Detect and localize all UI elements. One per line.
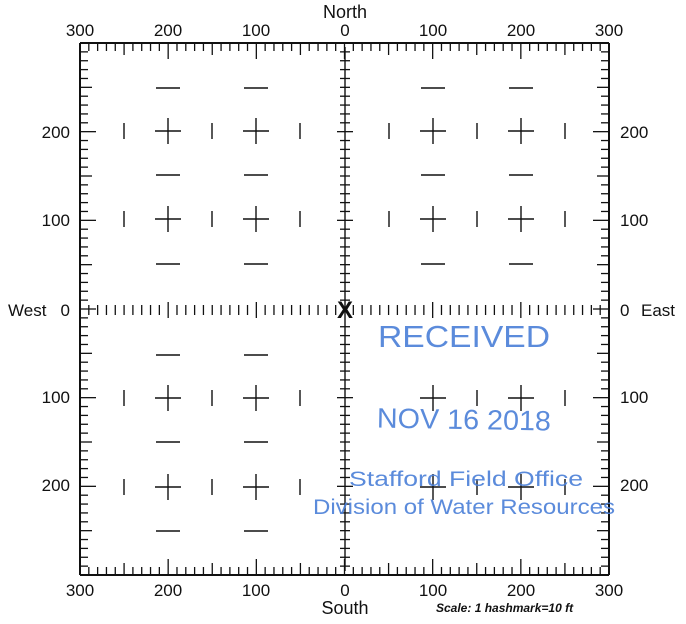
bottom-label: 300 xyxy=(595,581,623,600)
left-label: 100 xyxy=(42,388,70,407)
bottom-label: 200 xyxy=(507,581,535,600)
bottom-label: 100 xyxy=(419,581,447,600)
top-label: 0 xyxy=(340,21,349,40)
stamp-office: Stafford Field Office xyxy=(349,468,583,491)
bottom-label: 100 xyxy=(242,581,270,600)
right-label: 0 xyxy=(620,301,629,320)
top-label: 300 xyxy=(66,21,94,40)
grid-layer xyxy=(79,42,610,576)
top-label: 100 xyxy=(419,21,447,40)
north-label: North xyxy=(323,2,367,22)
top-label: 200 xyxy=(507,21,535,40)
right-label: 100 xyxy=(620,388,648,407)
left-label: 0 xyxy=(61,301,70,320)
south-label: South xyxy=(321,598,368,618)
top-label: 300 xyxy=(595,21,623,40)
left-label: 200 xyxy=(42,476,70,495)
stamp-date: NOV 16 2018 xyxy=(377,402,552,436)
right-axis-labels: 200 100 0 100 200 xyxy=(620,123,648,495)
left-axis-labels: 200 100 0 100 200 xyxy=(42,123,70,495)
received-stamp: RECEIVED NOV 16 2018 Stafford Field Offi… xyxy=(313,319,615,519)
bottom-axis-labels: 300 200 100 0 100 200 300 xyxy=(66,581,623,600)
top-axis-labels: 300 200 100 0 100 200 300 xyxy=(66,21,623,40)
stamp-division: Division of Water Resources xyxy=(313,496,615,519)
west-label: West xyxy=(8,301,47,320)
bottom-label: 300 xyxy=(66,581,94,600)
right-label: 200 xyxy=(620,476,648,495)
stamp-received: RECEIVED xyxy=(378,319,550,354)
left-label: 200 xyxy=(42,123,70,142)
right-label: 200 xyxy=(620,123,648,142)
top-label: 100 xyxy=(242,21,270,40)
left-label: 100 xyxy=(42,211,70,230)
east-label: East xyxy=(641,301,675,320)
bottom-label: 0 xyxy=(340,581,349,600)
well-location-marker: X xyxy=(337,297,353,324)
right-label: 100 xyxy=(620,211,648,230)
top-label: 200 xyxy=(154,21,182,40)
bottom-label: 200 xyxy=(154,581,182,600)
scale-note: Scale: 1 hashmark=10 ft xyxy=(436,601,574,615)
